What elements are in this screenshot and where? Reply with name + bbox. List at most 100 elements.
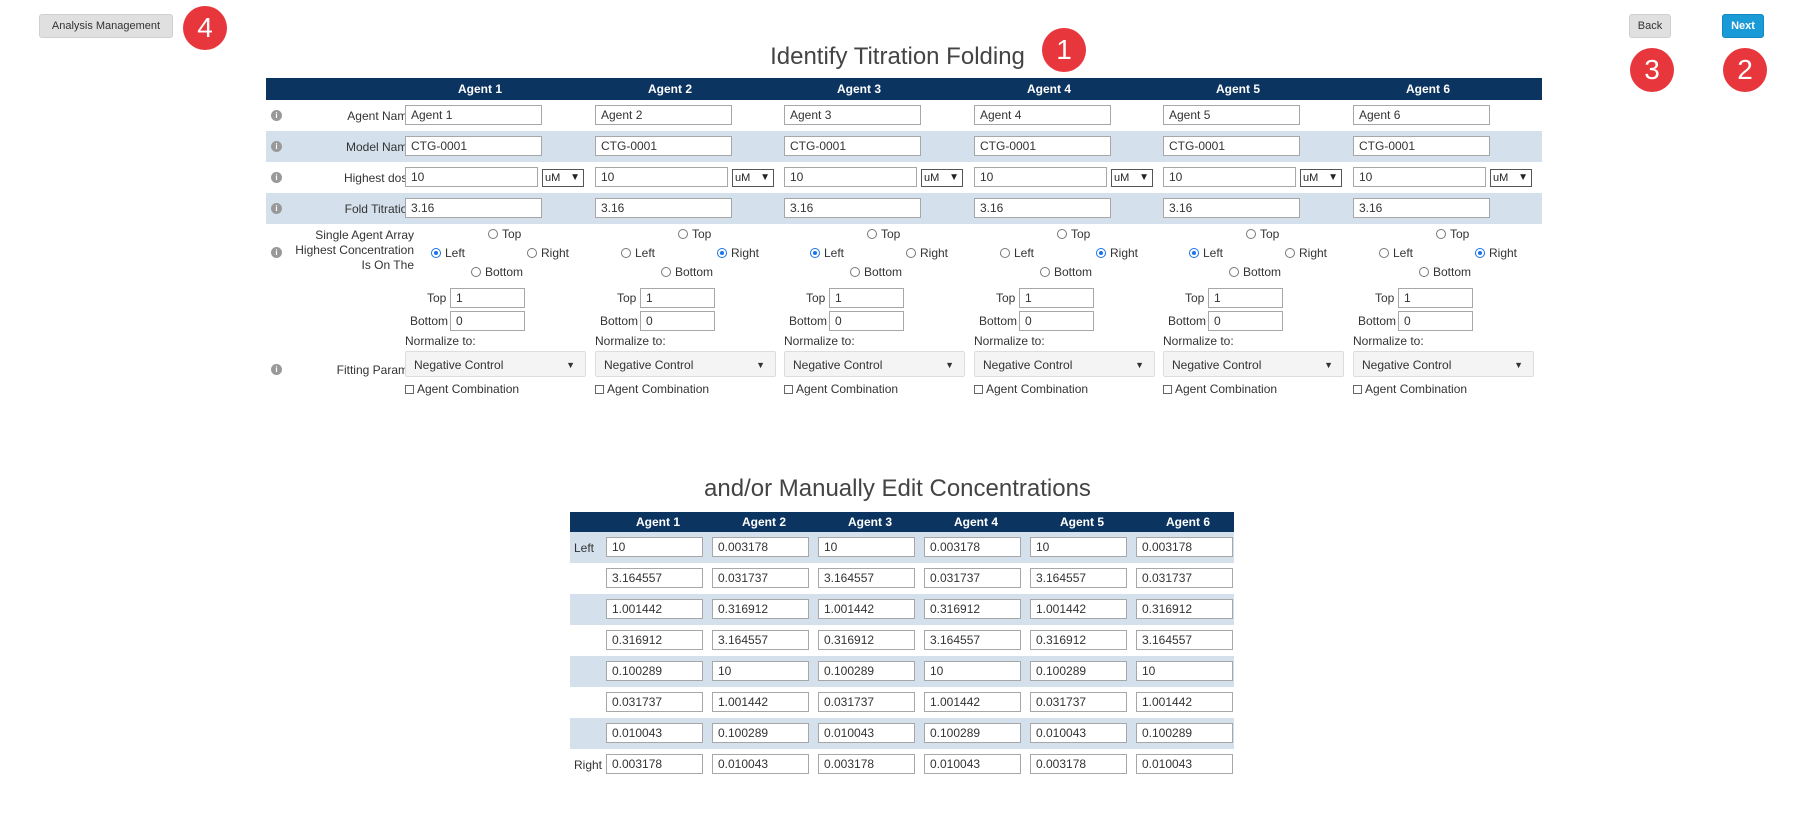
conc-input-r4-c6[interactable]	[1136, 630, 1233, 650]
conc-input-r7-c2[interactable]	[712, 723, 809, 743]
position-radio-top-4[interactable]	[1057, 229, 1067, 239]
conc-input-r6-c2[interactable]	[712, 692, 809, 712]
conc-input-r2-c6[interactable]	[1136, 568, 1233, 588]
conc-input-r5-c1[interactable]	[606, 661, 703, 681]
fold-titration-input-4[interactable]	[974, 198, 1111, 218]
position-radio-right-4[interactable]	[1096, 248, 1106, 258]
dose-unit-select-4[interactable]: uM ▼	[1111, 169, 1153, 187]
conc-input-r7-c6[interactable]	[1136, 723, 1233, 743]
agent-name-input-3[interactable]	[784, 105, 921, 125]
position-radio-top-5[interactable]	[1246, 229, 1256, 239]
position-radio-bottom-1[interactable]	[471, 267, 481, 277]
position-radio-top-3[interactable]	[867, 229, 877, 239]
model-name-input-3[interactable]	[784, 136, 921, 156]
conc-input-r5-c5[interactable]	[1030, 661, 1127, 681]
conc-input-r2-c3[interactable]	[818, 568, 915, 588]
info-icon[interactable]: i	[271, 203, 282, 214]
conc-input-r8-c6[interactable]	[1136, 754, 1233, 774]
info-icon[interactable]: i	[271, 141, 282, 152]
highest-dose-input-2[interactable]	[595, 167, 728, 187]
position-radio-bottom-5[interactable]	[1229, 267, 1239, 277]
dose-unit-select-1[interactable]: uM ▼	[542, 169, 584, 187]
analysis-management-button[interactable]: Analysis Management	[39, 14, 173, 38]
position-radio-top-1[interactable]	[488, 229, 498, 239]
conc-input-r1-c5[interactable]	[1030, 537, 1127, 557]
fold-titration-input-1[interactable]	[405, 198, 542, 218]
position-radio-bottom-4[interactable]	[1040, 267, 1050, 277]
agent-combination-checkbox-1[interactable]	[405, 385, 414, 394]
fit-top-input-5[interactable]	[1208, 288, 1283, 308]
model-name-input-4[interactable]	[974, 136, 1111, 156]
info-icon[interactable]: i	[271, 247, 282, 258]
model-name-input-5[interactable]	[1163, 136, 1300, 156]
fit-bottom-input-1[interactable]	[450, 311, 525, 331]
fold-titration-input-6[interactable]	[1353, 198, 1490, 218]
fit-bottom-input-3[interactable]	[829, 311, 904, 331]
conc-input-r7-c4[interactable]	[924, 723, 1021, 743]
conc-input-r8-c2[interactable]	[712, 754, 809, 774]
fit-bottom-input-6[interactable]	[1398, 311, 1473, 331]
conc-input-r3-c3[interactable]	[818, 599, 915, 619]
model-name-input-2[interactable]	[595, 136, 732, 156]
conc-input-r8-c4[interactable]	[924, 754, 1021, 774]
position-radio-bottom-3[interactable]	[850, 267, 860, 277]
position-radio-left-4[interactable]	[1000, 248, 1010, 258]
highest-dose-input-1[interactable]	[405, 167, 538, 187]
conc-input-r5-c2[interactable]	[712, 661, 809, 681]
dose-unit-select-2[interactable]: uM ▼	[732, 169, 774, 187]
conc-input-r3-c4[interactable]	[924, 599, 1021, 619]
model-name-input-1[interactable]	[405, 136, 542, 156]
dose-unit-select-5[interactable]: uM ▼	[1300, 169, 1342, 187]
normalize-to-dropdown-2[interactable]: Negative Control ▼	[595, 351, 776, 377]
normalize-to-dropdown-1[interactable]: Negative Control ▼	[405, 351, 586, 377]
agent-combination-checkbox-2[interactable]	[595, 385, 604, 394]
fold-titration-input-3[interactable]	[784, 198, 921, 218]
fit-bottom-input-4[interactable]	[1019, 311, 1094, 331]
fit-top-input-6[interactable]	[1398, 288, 1473, 308]
conc-input-r1-c2[interactable]	[712, 537, 809, 557]
conc-input-r3-c6[interactable]	[1136, 599, 1233, 619]
normalize-to-dropdown-3[interactable]: Negative Control ▼	[784, 351, 965, 377]
highest-dose-input-4[interactable]	[974, 167, 1107, 187]
highest-dose-input-3[interactable]	[784, 167, 917, 187]
fit-bottom-input-5[interactable]	[1208, 311, 1283, 331]
position-radio-bottom-6[interactable]	[1419, 267, 1429, 277]
fit-top-input-2[interactable]	[640, 288, 715, 308]
fit-top-input-3[interactable]	[829, 288, 904, 308]
agent-combination-checkbox-6[interactable]	[1353, 385, 1362, 394]
agent-name-input-6[interactable]	[1353, 105, 1490, 125]
conc-input-r6-c1[interactable]	[606, 692, 703, 712]
model-name-input-6[interactable]	[1353, 136, 1490, 156]
conc-input-r1-c6[interactable]	[1136, 537, 1233, 557]
conc-input-r3-c1[interactable]	[606, 599, 703, 619]
position-radio-left-6[interactable]	[1379, 248, 1389, 258]
position-radio-right-5[interactable]	[1285, 248, 1295, 258]
agent-combination-checkbox-3[interactable]	[784, 385, 793, 394]
position-radio-right-3[interactable]	[906, 248, 916, 258]
info-icon[interactable]: i	[271, 172, 282, 183]
conc-input-r4-c5[interactable]	[1030, 630, 1127, 650]
info-icon[interactable]: i	[271, 110, 282, 121]
conc-input-r3-c2[interactable]	[712, 599, 809, 619]
normalize-to-dropdown-5[interactable]: Negative Control ▼	[1163, 351, 1344, 377]
agent-combination-checkbox-5[interactable]	[1163, 385, 1172, 394]
agent-name-input-4[interactable]	[974, 105, 1111, 125]
conc-input-r2-c5[interactable]	[1030, 568, 1127, 588]
normalize-to-dropdown-6[interactable]: Negative Control ▼	[1353, 351, 1534, 377]
fit-bottom-input-2[interactable]	[640, 311, 715, 331]
conc-input-r2-c2[interactable]	[712, 568, 809, 588]
position-radio-left-2[interactable]	[621, 248, 631, 258]
next-button[interactable]: Next	[1722, 14, 1764, 38]
conc-input-r4-c2[interactable]	[712, 630, 809, 650]
conc-input-r8-c3[interactable]	[818, 754, 915, 774]
conc-input-r5-c3[interactable]	[818, 661, 915, 681]
agent-name-input-5[interactable]	[1163, 105, 1300, 125]
conc-input-r5-c6[interactable]	[1136, 661, 1233, 681]
fold-titration-input-2[interactable]	[595, 198, 732, 218]
position-radio-right-1[interactable]	[527, 248, 537, 258]
conc-input-r1-c4[interactable]	[924, 537, 1021, 557]
back-button[interactable]: Back	[1629, 14, 1671, 38]
conc-input-r6-c3[interactable]	[818, 692, 915, 712]
conc-input-r7-c3[interactable]	[818, 723, 915, 743]
agent-combination-checkbox-4[interactable]	[974, 385, 983, 394]
